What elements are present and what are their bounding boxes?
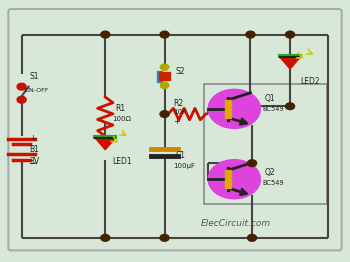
Text: BC549: BC549 — [263, 106, 285, 112]
Circle shape — [247, 160, 257, 167]
Text: ON-OFF: ON-OFF — [25, 88, 49, 93]
Bar — [225, 100, 231, 118]
Circle shape — [160, 64, 169, 70]
Circle shape — [17, 83, 26, 90]
Text: B1: B1 — [29, 145, 39, 154]
Text: LED2: LED2 — [301, 77, 320, 86]
Text: ElecCircuit.com: ElecCircuit.com — [201, 219, 271, 228]
Text: +: + — [173, 117, 180, 127]
Circle shape — [17, 96, 26, 103]
Circle shape — [160, 82, 169, 89]
Polygon shape — [280, 57, 300, 69]
Circle shape — [286, 31, 295, 38]
Circle shape — [208, 89, 260, 128]
Circle shape — [286, 103, 295, 110]
Text: 100Ω: 100Ω — [112, 116, 131, 122]
Text: S1: S1 — [29, 72, 39, 81]
Circle shape — [160, 234, 169, 241]
Text: Q1: Q1 — [265, 94, 275, 103]
FancyBboxPatch shape — [8, 9, 342, 250]
Text: C1: C1 — [176, 151, 186, 160]
Text: −: − — [29, 160, 37, 170]
Text: +: + — [29, 134, 36, 143]
Polygon shape — [95, 138, 115, 150]
Bar — [204, 84, 327, 204]
Text: R2: R2 — [173, 99, 183, 108]
Text: R1: R1 — [115, 105, 125, 113]
Bar — [157, 70, 162, 82]
Text: 3V: 3V — [29, 157, 40, 166]
Text: LED1: LED1 — [112, 157, 132, 166]
Circle shape — [101, 234, 110, 241]
Bar — [225, 170, 231, 188]
Text: BC549: BC549 — [263, 180, 285, 186]
Circle shape — [246, 31, 255, 38]
Circle shape — [101, 31, 110, 38]
Text: Q2: Q2 — [265, 167, 275, 177]
Circle shape — [160, 111, 169, 117]
Bar — [159, 72, 170, 80]
Circle shape — [160, 31, 169, 38]
Text: 100μF: 100μF — [173, 163, 195, 169]
Text: S2: S2 — [176, 67, 185, 76]
Circle shape — [247, 234, 257, 241]
Circle shape — [208, 160, 260, 199]
Text: 10K: 10K — [173, 109, 187, 115]
